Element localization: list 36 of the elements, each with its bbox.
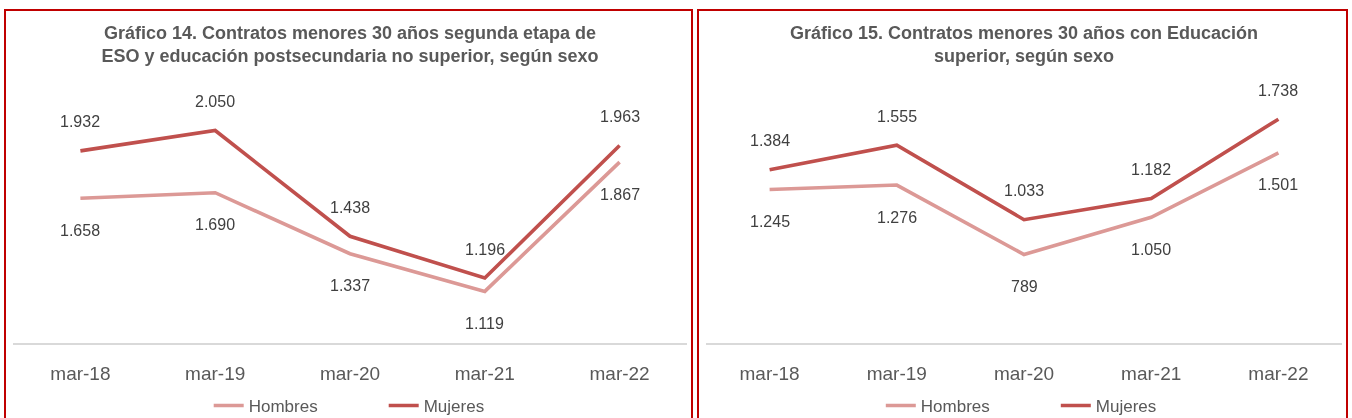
data-label: 1.555 [877, 108, 918, 125]
chart-title: Gráfico 14. Contratos menores 30 años segunda etapa de ESO y educación postsecundaria no superior, según sexo [101, 22, 599, 66]
x-tick-label: mar-22 [1248, 362, 1309, 384]
data-label: 1.033 [1004, 182, 1045, 199]
data-label: 1.963 [600, 108, 641, 125]
data-label: 1.738 [1258, 82, 1299, 99]
x-tick-label: mar-19 [866, 362, 927, 384]
legend-label: Mujeres [423, 397, 485, 417]
data-label: 2.050 [195, 93, 236, 110]
legend-label: Mujeres [1095, 397, 1157, 417]
data-label: 1.119 [465, 315, 504, 332]
data-label: 1.276 [877, 209, 918, 226]
x-tick-label: mar-18 [739, 362, 800, 384]
x-tick-label: mar-21 [1121, 362, 1182, 384]
data-label: 789 [1011, 278, 1038, 295]
x-tick-label: mar-21 [454, 362, 515, 384]
x-tick-label: mar-20 [993, 362, 1055, 384]
data-label: 1.384 [750, 132, 791, 149]
data-label: 1.182 [1131, 161, 1172, 178]
data-label: 1.196 [465, 241, 506, 258]
data-label: 1.867 [600, 186, 641, 203]
x-tick-label: mar-19 [185, 362, 246, 384]
data-label: 1.932 [60, 113, 101, 130]
data-label: 1.050 [1131, 241, 1172, 258]
x-tick-label: mar-18 [50, 362, 111, 384]
x-tick-label: mar-20 [319, 362, 381, 384]
x-tick-label: mar-22 [589, 362, 650, 384]
data-label: 1.658 [60, 222, 101, 239]
legend-label: Hombres [248, 397, 318, 417]
chart-title: Gráfico 15. Contratos menores 30 años con Educación superior, según sexo [789, 22, 1259, 66]
legend-label: Hombres [920, 397, 990, 417]
data-label: 1.690 [195, 216, 236, 233]
data-label: 1.438 [330, 199, 371, 216]
data-label: 1.501 [1258, 176, 1299, 193]
data-label: 1.337 [330, 277, 371, 294]
data-label: 1.245 [750, 213, 791, 230]
